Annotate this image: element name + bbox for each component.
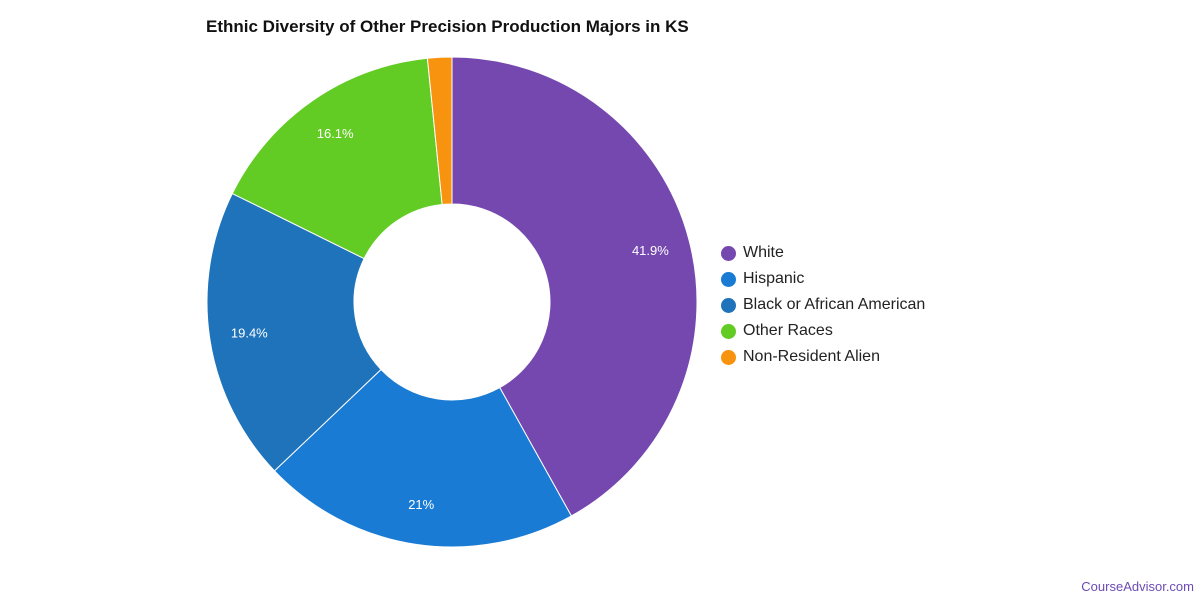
legend-swatch-icon xyxy=(721,323,736,339)
legend-item-black-or-african-american: Black or African American xyxy=(721,292,925,318)
legend-label: Other Races xyxy=(743,322,833,339)
data-labels-group: 41.9% 21% 19.4% 16.1% xyxy=(231,126,669,512)
slices-group xyxy=(206,56,698,548)
legend-swatch-icon xyxy=(721,245,736,261)
data-label-hispanic: 21% xyxy=(408,497,434,512)
legend: White Hispanic Black or African American Ot… xyxy=(721,240,925,370)
chart-title: Ethnic Diversity of Other Precision Prod… xyxy=(206,17,689,36)
slice-hispanic xyxy=(273,368,573,548)
legend-label: Black or African American xyxy=(743,296,926,313)
legend-item-non-resident-alien: Non-Resident Alien xyxy=(721,344,925,370)
legend-swatch-icon xyxy=(721,297,736,313)
legend-swatch-icon xyxy=(721,271,736,287)
slice-black-or-african-american xyxy=(206,192,382,472)
legend-swatch-icon xyxy=(721,349,736,365)
legend-item-hispanic: Hispanic xyxy=(721,266,925,292)
data-label-other-races: 16.1% xyxy=(317,126,354,141)
watermark: CourseAdvisor.com xyxy=(1081,579,1194,594)
slice-other-races xyxy=(231,57,443,260)
data-label-black-or-african-american: 19.4% xyxy=(231,325,268,340)
legend-item-white: White xyxy=(721,240,925,266)
slice-non-resident-alien xyxy=(426,56,453,206)
slice-white xyxy=(451,56,698,517)
legend-label: White xyxy=(743,244,784,261)
data-label-white: 41.9% xyxy=(632,243,669,258)
legend-item-other-races: Other Races xyxy=(721,318,925,344)
legend-label: Non-Resident Alien xyxy=(743,348,880,365)
legend-label: Hispanic xyxy=(743,270,805,287)
